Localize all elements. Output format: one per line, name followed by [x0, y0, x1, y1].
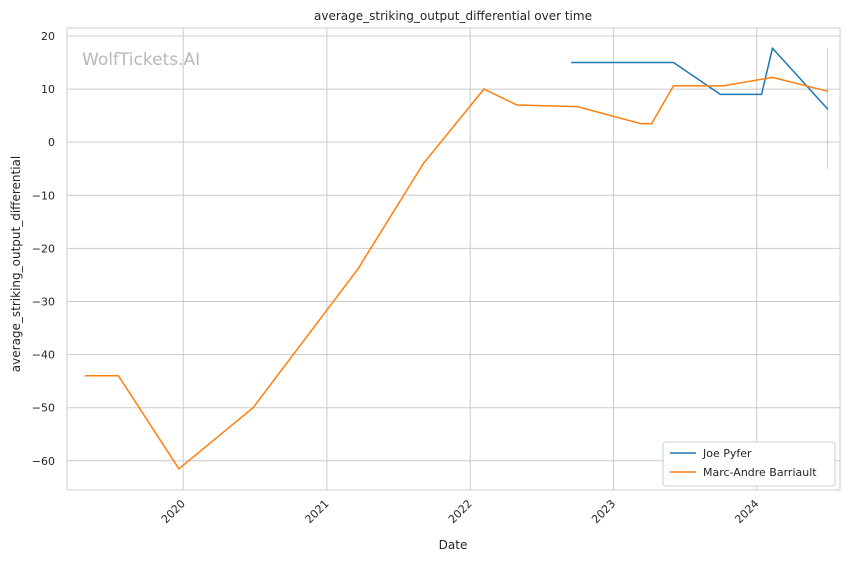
data-point-marc-andre-barriault: [672, 85, 675, 87]
data-point-marc-andre-barriault: [117, 375, 120, 377]
data-point-marc-andre-barriault: [516, 104, 518, 106]
legend-label-marc-andre-barriault: Marc-Andre Barriault: [703, 466, 817, 479]
data-point-marc-andre-barriault: [576, 105, 579, 108]
plot-frame: [66, 27, 841, 491]
data-point-marc-andre-barriault: [178, 467, 180, 470]
y-tick-label: −20: [32, 242, 55, 255]
data-point-marc-andre-barriault: [483, 88, 485, 90]
y-tick-label: 20: [41, 30, 55, 43]
series-lines: [84, 47, 829, 470]
x-axis-title: Date: [439, 538, 468, 552]
y-tick-label: 10: [41, 83, 55, 96]
y-axis-title: average_striking_output_differential: [9, 156, 23, 372]
y-tick-labels: 20 10 0 −10 −20 −30 −40 −50 −60: [32, 30, 55, 468]
data-point-marc-andre-barriault: [826, 90, 829, 92]
y-tick-label: −40: [32, 349, 55, 362]
data-point-marc-andre-barriault: [252, 406, 254, 409]
data-point-marc-andre-barriault: [422, 162, 425, 165]
legend-label-joe-pyfer: Joe Pyfer: [702, 447, 752, 460]
data-point-marc-andre-barriault: [84, 375, 87, 377]
chart-title: average_striking_output_differential ove…: [314, 9, 592, 23]
data-point-marc-andre-barriault: [639, 122, 642, 125]
y-tick-label: −60: [32, 455, 55, 468]
data-point-joe-pyfer: [826, 107, 829, 110]
y-tick-label: 0: [48, 136, 55, 149]
series-line-joe-pyfer: [571, 47, 828, 110]
data-point-joe-pyfer: [571, 61, 573, 64]
data-point-joe-pyfer: [719, 93, 722, 96]
data-point-marc-andre-barriault: [356, 268, 359, 271]
legend-box: [662, 441, 836, 487]
y-tick-label: −50: [32, 402, 55, 415]
data-point-marc-andre-barriault: [771, 76, 774, 79]
data-point-joe-pyfer: [760, 93, 763, 96]
y-tick-label: −30: [32, 295, 55, 308]
data-point-marc-andre-barriault: [722, 85, 724, 87]
watermark: WolfTickets.AI: [82, 50, 200, 70]
legend: Joe Pyfer Marc-Andre Barriault: [662, 441, 836, 487]
data-point-joe-pyfer: [672, 61, 675, 64]
y-tick-label: −10: [32, 189, 55, 202]
data-point-marc-andre-barriault: [650, 122, 653, 125]
data-point-joe-pyfer: [771, 47, 774, 49]
